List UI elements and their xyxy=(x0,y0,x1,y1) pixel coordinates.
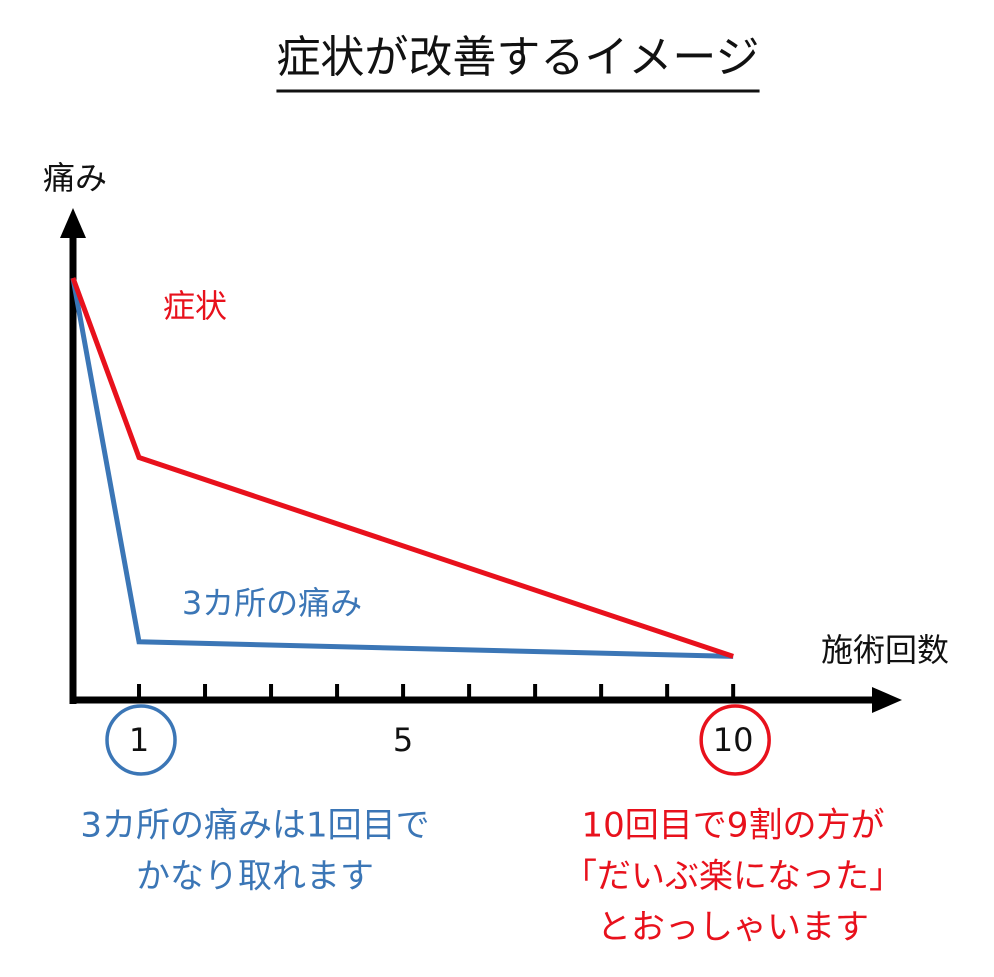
tick-highlight xyxy=(105,704,177,776)
series-line xyxy=(70,277,734,659)
x-tick-label: 5 xyxy=(393,721,413,759)
y-axis-arrow xyxy=(60,208,86,238)
x-axis-label: 施術回数 xyxy=(821,631,949,669)
series-label: 症状 xyxy=(163,287,227,325)
x-axis-arrow xyxy=(872,687,902,713)
annotation-line: かなり取れます xyxy=(136,857,374,897)
annotation-line: とおっしゃいます xyxy=(597,908,869,948)
tick-highlight xyxy=(699,704,771,776)
annotation-line: 3カ所の痛みは1回目で xyxy=(80,806,429,846)
chart-title: 症状が改善するイメージ xyxy=(276,32,759,83)
series-line xyxy=(70,277,734,659)
x-tick-label: 10 xyxy=(713,721,754,759)
annotation-line: 「だいぶ楽になった」 xyxy=(563,857,903,897)
annotation-line: 10回目で9割の方が xyxy=(582,806,885,846)
series-label: 3カ所の痛み xyxy=(182,584,362,622)
y-axis-label: 痛み xyxy=(43,159,107,197)
x-tick-label: 1 xyxy=(129,721,149,759)
